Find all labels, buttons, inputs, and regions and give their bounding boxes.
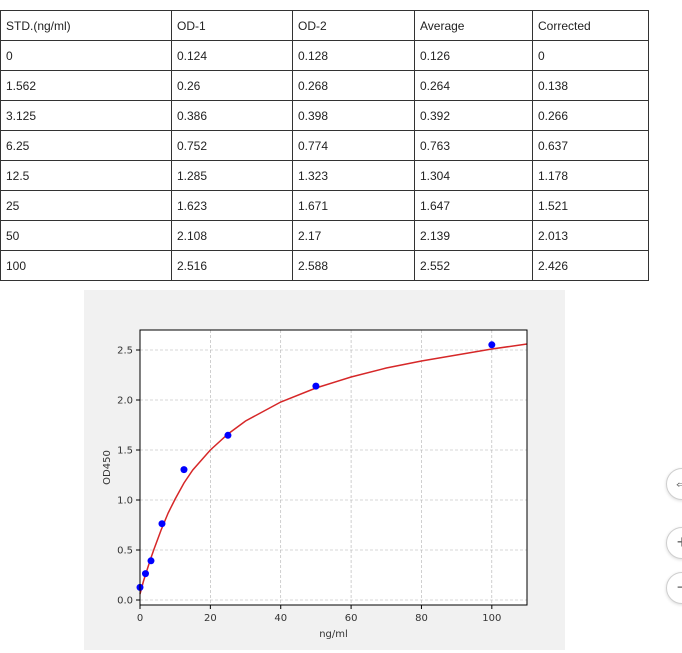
- data-point: [488, 341, 496, 349]
- table-cell-std: 3.125: [0, 100, 172, 131]
- zoom-out-button[interactable]: −: [666, 572, 682, 604]
- x-tick-label: 40: [274, 613, 287, 624]
- table-row: 0 0.124 0.128 0.126 0: [0, 40, 649, 71]
- table-header-row: STD.(ng/ml) OD-1 OD-2 Average Corrected: [0, 10, 649, 41]
- table-cell-od1: 2.516: [171, 250, 293, 281]
- table-cell-od2: 0.398: [292, 100, 415, 131]
- column-header-corrected: Corrected: [532, 10, 649, 41]
- plot-area: [140, 330, 527, 605]
- y-tick-label: 0.0: [117, 596, 133, 607]
- y-tick-label: 1.5: [117, 446, 133, 457]
- column-header-std: STD.(ng/ml): [0, 10, 172, 41]
- table-cell-od1: 0.386: [171, 100, 293, 131]
- x-tick-label: 0: [137, 613, 143, 624]
- table-cell-od1: 2.108: [171, 220, 293, 251]
- table-cell-corrected: 0.266: [532, 100, 649, 131]
- x-tick-label: 80: [415, 613, 428, 624]
- table-row: 25 1.623 1.671 1.647 1.521: [0, 190, 649, 221]
- x-tick-label: 100: [482, 613, 501, 624]
- table-cell-std: 12.5: [0, 160, 172, 191]
- table-cell-average: 1.647: [414, 190, 533, 221]
- zoom-in-button[interactable]: +: [666, 527, 682, 559]
- table-cell-od1: 0.124: [171, 40, 293, 71]
- table-cell-corrected: 2.013: [532, 220, 649, 251]
- table-cell-od1: 1.623: [171, 190, 293, 221]
- table-cell-std: 1.562: [0, 70, 172, 101]
- y-tick-label: 1.0: [117, 496, 133, 507]
- table-cell-corrected: 0: [532, 40, 649, 71]
- plus-icon: +: [676, 532, 682, 552]
- table-cell-average: 0.763: [414, 130, 533, 161]
- table-cell-average: 0.392: [414, 100, 533, 131]
- table-cell-average: 2.139: [414, 220, 533, 251]
- x-tick-label: 20: [204, 613, 217, 624]
- y-tick-label: 0.5: [117, 546, 133, 557]
- table-cell-std: 6.25: [0, 130, 172, 161]
- table-cell-average: 2.552: [414, 250, 533, 281]
- table-row: 50 2.108 2.17 2.139 2.013: [0, 220, 649, 251]
- table-cell-od2: 0.128: [292, 40, 415, 71]
- table-cell-average: 0.126: [414, 40, 533, 71]
- data-point: [141, 570, 149, 578]
- table-cell-average: 0.264: [414, 70, 533, 101]
- table-cell-std: 0: [0, 40, 172, 71]
- table-cell-od1: 1.285: [171, 160, 293, 191]
- table-row: 100 2.516 2.588 2.552 2.426: [0, 250, 649, 281]
- table-row: 12.5 1.285 1.323 1.304 1.178: [0, 160, 649, 191]
- table-cell-od1: 0.752: [171, 130, 293, 161]
- table-row: 6.25 0.752 0.774 0.763 0.637: [0, 130, 649, 161]
- reset-zoom-icon: ⇔: [673, 473, 682, 493]
- standard-curve-table: STD.(ng/ml) OD-1 OD-2 Average Corrected …: [0, 10, 649, 281]
- table-cell-corrected: 2.426: [532, 250, 649, 281]
- table-cell-od2: 2.588: [292, 250, 415, 281]
- column-header-average: Average: [414, 10, 533, 41]
- table-cell-od2: 1.671: [292, 190, 415, 221]
- reset-zoom-button[interactable]: ⇔: [666, 468, 682, 500]
- table-row: 3.125 0.386 0.398 0.392 0.266: [0, 100, 649, 131]
- data-point: [147, 557, 155, 565]
- table-cell-std: 50: [0, 220, 172, 251]
- y-tick-label: 2.0: [117, 396, 133, 407]
- fit-curve: [139, 343, 528, 595]
- standard-curve-chart: 0 20 40 60 80 100 0.0 0.5 1.0 1.5 2.0 2.5 ng/ml OD450: [84, 290, 565, 650]
- data-point: [224, 431, 232, 439]
- minus-icon: −: [676, 577, 682, 597]
- table-cell-corrected: 1.521: [532, 190, 649, 221]
- y-tick-label: 2.5: [117, 346, 133, 357]
- table-cell-std: 25: [0, 190, 172, 221]
- y-axis-label: OD450: [102, 450, 113, 485]
- table-cell-od2: 0.774: [292, 130, 415, 161]
- table-cell-od1: 0.26: [171, 70, 293, 101]
- data-point: [312, 382, 320, 390]
- data-point: [180, 466, 188, 474]
- table-cell-corrected: 1.178: [532, 160, 649, 191]
- data-point: [158, 520, 166, 528]
- axes-frame: [139, 329, 528, 606]
- x-axis-label: ng/ml: [319, 629, 348, 640]
- chart-svg: 0 20 40 60 80 100 0.0 0.5 1.0 1.5 2.0 2.5 ng/ml OD450: [102, 329, 528, 640]
- column-header-od2: OD-2: [292, 10, 415, 41]
- x-tick-label: 60: [345, 613, 358, 624]
- table-cell-corrected: 0.637: [532, 130, 649, 161]
- table-cell-average: 1.304: [414, 160, 533, 191]
- table-cell-od2: 0.268: [292, 70, 415, 101]
- table-cell-od2: 1.323: [292, 160, 415, 191]
- table-row: 1.562 0.26 0.268 0.264 0.138: [0, 70, 649, 101]
- table-cell-od2: 2.17: [292, 220, 415, 251]
- column-header-od1: OD-1: [171, 10, 293, 41]
- table-cell-std: 100: [0, 250, 172, 281]
- table-cell-corrected: 0.138: [532, 70, 649, 101]
